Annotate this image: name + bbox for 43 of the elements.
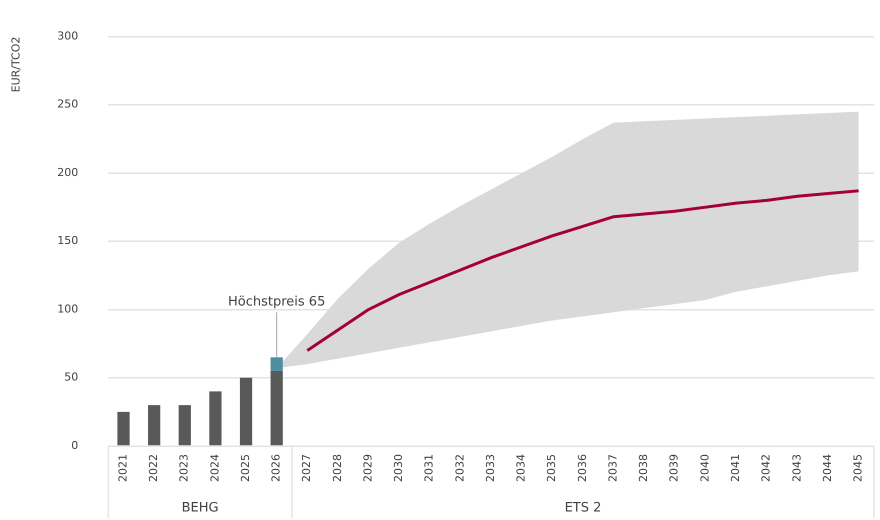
bar <box>270 370 283 446</box>
x-tick-label: 2040 <box>698 454 712 482</box>
y-tick-label: 0 <box>71 438 78 452</box>
x-tick-label: 2035 <box>545 454 558 482</box>
x-tick-label: 2041 <box>729 454 742 482</box>
x-tick-label: 2021 <box>116 454 130 482</box>
x-tick-label: 2026 <box>270 454 283 482</box>
y-tick-label: 100 <box>57 302 78 316</box>
x-tick-label: 2023 <box>178 454 191 482</box>
y-tick-label: 300 <box>57 29 78 42</box>
x-tick-label: 2027 <box>300 454 314 482</box>
x-tick-label: 2034 <box>514 454 528 482</box>
x-tick-label: 2036 <box>576 454 589 482</box>
annotation: Höchstpreis 65 <box>228 294 326 310</box>
text: BEHG <box>182 500 219 516</box>
x-tick-label: 2028 <box>330 454 344 482</box>
x-tick-label: 2029 <box>361 454 374 482</box>
bar <box>240 378 252 446</box>
x-tick-label: 2022 <box>147 454 160 482</box>
x-tick-label: 2033 <box>484 454 497 482</box>
x-tick-label: 2038 <box>637 454 650 482</box>
x-tick-label: 2032 <box>453 454 466 482</box>
x-tick-label: 2031 <box>422 454 436 482</box>
bar <box>270 357 283 371</box>
x-tick-label: 2042 <box>760 454 773 482</box>
x-tick-label: 2043 <box>790 454 804 482</box>
y-tick-label: 250 <box>57 98 78 111</box>
bar <box>117 412 130 446</box>
y-tick-label: 200 <box>57 166 78 179</box>
x-tick-label: 2030 <box>392 454 406 482</box>
y-axis-title: EUR/TCO2 <box>9 36 22 92</box>
y-tick-label: 50 <box>64 370 78 384</box>
x-tick-label: 2039 <box>668 454 681 482</box>
x-tick-label: 2025 <box>238 454 252 482</box>
y-tick-label: 150 <box>57 234 78 248</box>
bar <box>148 405 160 446</box>
x-tick-label: 2037 <box>606 454 620 482</box>
bar <box>178 405 191 446</box>
x-tick-label: 2045 <box>852 454 865 482</box>
bar <box>209 391 222 446</box>
text: ETS 2 <box>564 500 602 516</box>
x-tick-label: 2044 <box>820 454 834 482</box>
x-tick-label: 2024 <box>208 454 222 482</box>
